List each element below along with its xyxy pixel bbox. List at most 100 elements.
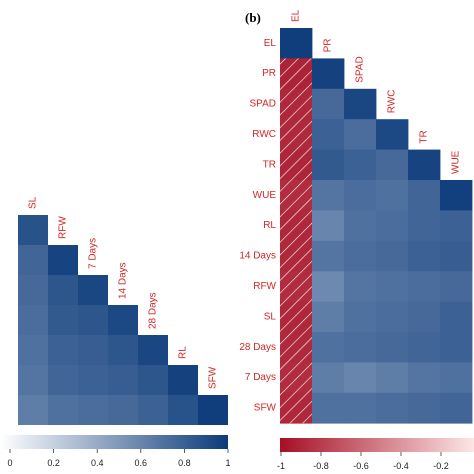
panel-a-colorbar-tick: 0.4 [91,458,104,468]
panel-a-cell [108,335,138,365]
panel-b-cell [312,149,345,181]
panel-b-cell [376,240,409,272]
panel-a-colorbar-tick: 0.8 [178,458,191,468]
panel-b-column-label: EL [291,9,302,22]
panel-b-column-label: RWC [387,89,398,113]
panel-b-cell [312,210,345,242]
panel-b-cell [440,392,473,424]
panel-b-cell [344,119,377,150]
panel-a-cell [48,305,78,335]
panel-a-cell [18,305,48,335]
panel-b-cell [408,392,441,424]
panel-a-cell [138,365,168,395]
panel-b-cell [408,301,441,333]
panel-a-colorbar [0,435,228,449]
panel-b-cell [344,271,377,302]
panel-b-cell [312,119,345,150]
panel-a-cell [108,305,138,335]
panel-a-cell [138,335,168,365]
panel-b-cell [376,301,409,333]
panel-a-cell [78,365,108,395]
panel-b-cell [408,149,441,181]
panel-b-column-label: WUE [451,150,462,174]
panel-a-cell [48,395,78,425]
panel-b-row-label: SFW [254,403,277,414]
panel-a-cell [18,275,48,305]
panel-a-cell [18,245,48,275]
panel-a-cell [168,365,198,395]
panel-a-column-label: 28 Days [148,292,159,329]
panel-a-colorbar-tick: 0.2 [47,458,60,468]
panel-a-cell [78,395,108,425]
panel-b-row-label: 28 Days [239,342,276,353]
panel-b-cell [440,362,473,394]
panel-b-row-label: TR [263,159,276,170]
panel-a-cell [78,335,108,365]
panel-b-heatmap: (b) EL PR SPAD RWC TR WUE EL PR SPAD RWC TR WUE RL 1… [239,9,474,471]
panel-a-cell [18,335,48,365]
panel-b-cell [408,180,441,211]
panel-b-cell [312,362,345,394]
panel-b-cell [344,392,377,424]
panel-a-cell [48,245,78,275]
panel-b-colorbar-tick: -0.2 [433,461,449,471]
panel-b-cell [376,271,409,302]
panel-b-cell [344,210,377,242]
panel-b-cell [440,210,473,242]
panel-b-column-label: PR [323,38,334,52]
panel-b-row-label: 7 Days [245,372,276,383]
panel-b-cell [344,180,377,211]
panel-b-cell [344,88,377,120]
panel-a-cell [168,395,198,425]
panel-a-column-label: SL [28,196,39,209]
panel-b-cell [408,332,441,363]
panel-b-colorbar-tick: -0.8 [313,461,329,471]
panel-b-cell [440,240,473,272]
panel-b-hatch [280,58,312,424]
panel-a-cell [48,275,78,305]
panel-b-column-label: TR [419,130,430,143]
panel-a-colorbar-tick: 0 [7,458,12,468]
panel-b-cell [344,240,377,272]
panel-b-cell [312,271,345,302]
panel-a-column-label: 7 Days [88,238,99,269]
panel-a-column-label: 14 Days [118,262,129,299]
panel-a-cell [18,215,48,245]
panel-b-column-label: SPAD [355,56,366,83]
panel-a-cell [18,395,48,425]
panel-b-row-label: SL [264,311,277,322]
panel-b-cell [344,332,377,363]
panel-b-cell [280,28,313,59]
panel-a-cell [108,365,138,395]
panel-b-cell [408,362,441,394]
panel-b-cell [312,240,345,272]
panel-a-heatmap: SL RFW 7 Days 14 Days 28 Days RL SFW 0 0.2 0.4 0.… [0,196,231,468]
panel-b-cell [376,149,409,181]
panel-a-cell [78,275,108,305]
panel-b-cell [344,149,377,181]
panel-b-cell [312,88,345,120]
panel-a-cell [78,305,108,335]
panel-b-cell [376,332,409,363]
panel-a-colorbar-tick: 1 [225,458,230,468]
panel-b-row-label: RWC [252,129,276,140]
panel-b-cell [312,58,345,90]
panel-b-cell [312,332,345,363]
panel-a-cell [48,335,78,365]
panel-b-row-label: SPAD [250,99,277,110]
panel-b-cell [376,210,409,242]
panel-b-cell [376,392,409,424]
panel-b-cell [312,301,345,333]
panel-b-colorbar [280,438,474,452]
panel-a-column-label: RL [178,346,189,359]
panel-a-cell [198,395,228,425]
panel-b-cell [408,271,441,302]
panel-b-cell [376,119,409,150]
panel-b-cell [376,362,409,394]
panel-b-row-label: EL [264,38,277,49]
panel-b-cell [440,180,473,211]
panel-b-cell [408,240,441,272]
panel-a-cell [108,395,138,425]
panel-a-cell [18,365,48,395]
